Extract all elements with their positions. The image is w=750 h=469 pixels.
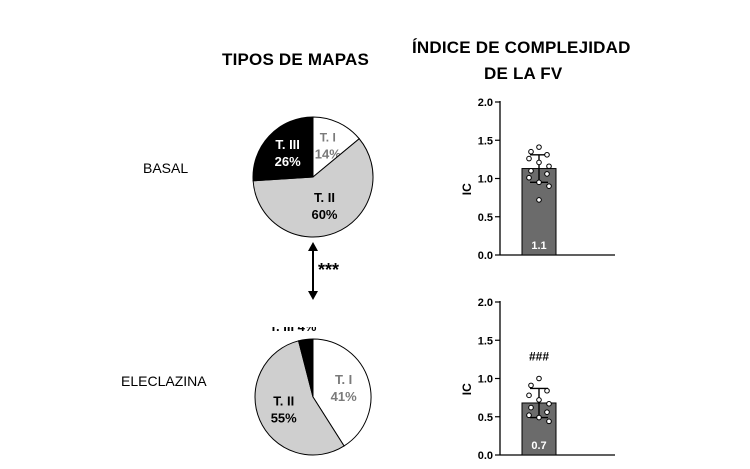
data-point	[536, 197, 542, 203]
pie-label-t-iii: T. III	[275, 137, 300, 152]
y-tick-label: 0.0	[478, 450, 493, 462]
y-tick-label: 1.0	[478, 374, 493, 386]
data-point	[536, 397, 542, 403]
pie-label-t-ii: T. II	[273, 394, 294, 409]
bar-value-label: 0.7	[531, 440, 546, 452]
data-point	[546, 400, 552, 407]
row-label-basal: BASAL	[143, 160, 189, 176]
pie-value-t-iii: 26%	[275, 154, 301, 169]
pie-chart-basal: T. I 14% T. II 60% T. III 26%	[252, 116, 374, 238]
bar-chart-eleclazina: 0.0 0.5 1.0 1.5 2.0 IC 0.7 ###	[460, 297, 615, 462]
y-tick-label: 2.0	[478, 97, 493, 109]
data-point	[544, 151, 550, 158]
y-tick-label: 0.0	[478, 250, 493, 262]
pie-label-t-iii: T. III 4%	[270, 327, 317, 334]
pie-label-t-i: T. I	[335, 372, 352, 387]
data-point	[536, 414, 542, 421]
data-point	[526, 392, 532, 399]
data-point	[528, 168, 534, 174]
data-point	[536, 375, 542, 382]
pie-value-t-i: 41%	[331, 389, 357, 404]
data-point	[536, 159, 542, 166]
pie-slice-t-i	[312, 116, 360, 179]
y-tick-label: 2.0	[478, 297, 493, 309]
index-header-line2: DE LA FV	[484, 64, 563, 83]
pie-chart-eleclazina: T. I 41% T. II 55% T. III 4%	[254, 327, 372, 456]
data-point	[544, 387, 550, 394]
data-point	[544, 409, 550, 415]
index-header-line1: ÍNDICE DE COMPLEJIDAD	[412, 38, 631, 57]
significance-stars: ***	[318, 260, 340, 280]
data-point	[546, 183, 552, 189]
maps-header: TIPOS DE MAPAS	[222, 50, 370, 69]
y-tick-label: 1.0	[478, 174, 493, 186]
data-point	[528, 404, 534, 411]
data-point	[546, 163, 552, 170]
data-point	[528, 382, 534, 389]
row-label-eleclazina: ELECLAZINA	[121, 373, 207, 389]
data-point	[526, 155, 532, 162]
y-tick-label: 0.5	[478, 212, 493, 224]
pie-label-t-ii: T. II	[314, 190, 335, 205]
data-point	[526, 412, 532, 419]
data-point	[528, 148, 534, 155]
bar-value-label: 1.1	[531, 240, 546, 252]
y-tick-label: 1.5	[478, 135, 493, 147]
pie-slice-t-ii	[254, 340, 345, 456]
pie-label-t-i: T. I	[320, 131, 336, 145]
data-point	[536, 179, 542, 186]
data-point	[544, 171, 550, 177]
pie-value-t-ii: 55%	[271, 411, 297, 426]
pie-slice-t-ii	[252, 138, 374, 238]
pie-value-t-ii: 60%	[311, 207, 337, 222]
data-point	[526, 174, 532, 181]
pie-slice-t-iii	[252, 116, 314, 182]
pie-value-t-i: 14%	[315, 147, 341, 162]
y-axis-label: IC	[460, 183, 474, 195]
y-axis-label: IC	[460, 383, 474, 395]
y-tick-label: 0.5	[478, 412, 493, 424]
bar-chart-basal: 0.0 0.5 1.0 1.5 2.0 IC 1.1	[460, 97, 615, 262]
pie-slice-t-iii	[297, 338, 314, 398]
bar-mean	[521, 402, 557, 456]
data-point	[546, 418, 552, 425]
data-point	[536, 144, 542, 150]
y-tick-label: 1.5	[478, 335, 493, 347]
significance-hash: ###	[529, 350, 549, 364]
